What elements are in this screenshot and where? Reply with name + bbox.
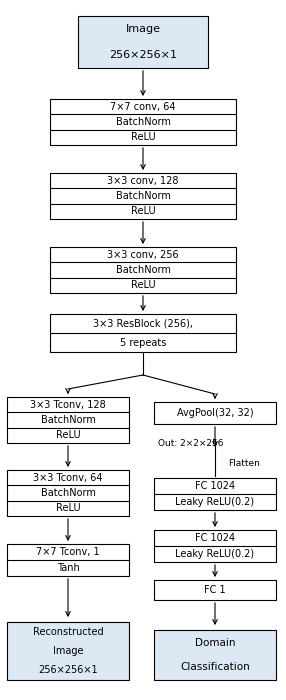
Text: Leaky ReLU(0.2): Leaky ReLU(0.2): [175, 549, 255, 559]
Text: FC 1024: FC 1024: [195, 481, 235, 491]
Bar: [154, 402, 276, 424]
Text: BatchNorm: BatchNorm: [41, 415, 96, 425]
Text: BatchNorm: BatchNorm: [116, 191, 170, 201]
Text: FC 1024: FC 1024: [195, 533, 235, 543]
Text: ReLU: ReLU: [56, 430, 80, 440]
Text: 3×3 conv, 128: 3×3 conv, 128: [107, 176, 179, 186]
Text: ReLU: ReLU: [56, 503, 80, 513]
Text: 3×3 Tconv, 64: 3×3 Tconv, 64: [33, 473, 103, 483]
Bar: [154, 530, 276, 562]
Bar: [7, 397, 129, 443]
Bar: [154, 478, 276, 510]
Text: Classification: Classification: [180, 662, 250, 673]
Text: Tanh: Tanh: [57, 563, 80, 573]
Text: Image: Image: [53, 646, 83, 656]
Text: 7×7 Tconv, 1: 7×7 Tconv, 1: [36, 547, 100, 557]
Bar: [50, 314, 236, 352]
Bar: [50, 173, 236, 219]
Text: 256×256×1: 256×256×1: [38, 665, 98, 676]
Text: BatchNorm: BatchNorm: [116, 117, 170, 127]
Text: BatchNorm: BatchNorm: [116, 265, 170, 275]
Bar: [50, 247, 236, 293]
Bar: [7, 470, 129, 516]
Text: Domain: Domain: [195, 638, 235, 648]
Text: BatchNorm: BatchNorm: [41, 488, 96, 498]
Text: ReLU: ReLU: [131, 280, 155, 290]
Text: Flatten: Flatten: [228, 459, 260, 468]
Text: 256×256×1: 256×256×1: [109, 50, 177, 60]
Text: Out: 2×2×256: Out: 2×2×256: [158, 438, 223, 447]
Bar: [154, 630, 276, 680]
Text: Image: Image: [126, 24, 160, 34]
Bar: [7, 622, 129, 680]
Text: Leaky ReLU(0.2): Leaky ReLU(0.2): [175, 497, 255, 507]
Bar: [78, 16, 208, 68]
Text: 3×3 ResBlock (256),: 3×3 ResBlock (256),: [93, 318, 193, 328]
Text: FC 1: FC 1: [204, 585, 226, 595]
Bar: [7, 544, 129, 576]
Text: 3×3 Tconv, 128: 3×3 Tconv, 128: [30, 400, 106, 410]
Text: 7×7 conv, 64: 7×7 conv, 64: [110, 102, 176, 112]
Text: 5 repeats: 5 repeats: [120, 337, 166, 347]
Text: AvgPool(32, 32): AvgPool(32, 32): [177, 408, 253, 418]
Bar: [154, 580, 276, 600]
Bar: [50, 99, 236, 145]
Text: ReLU: ReLU: [131, 132, 155, 142]
Text: Reconstructed: Reconstructed: [33, 626, 103, 637]
Text: 3×3 conv, 256: 3×3 conv, 256: [107, 250, 179, 260]
Text: ReLU: ReLU: [131, 206, 155, 216]
